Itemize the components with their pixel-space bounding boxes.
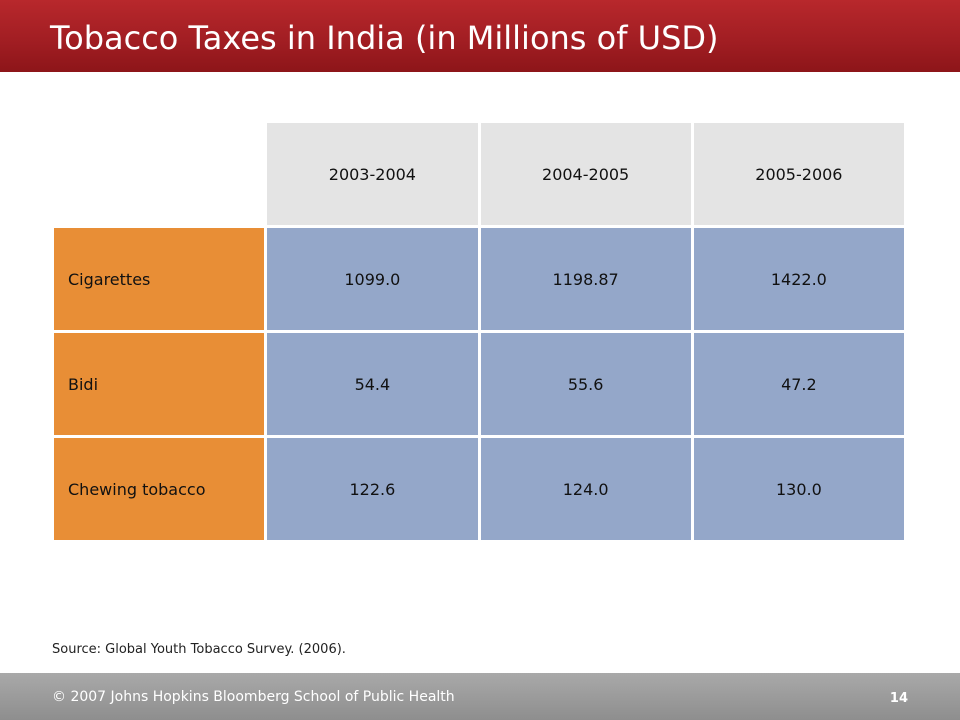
table-cell: 130.0 bbox=[693, 438, 904, 540]
row-label: Bidi bbox=[54, 333, 265, 435]
table-row: Bidi 54.4 55.6 47.2 bbox=[54, 333, 904, 435]
table-header-row: 2003-2004 2004-2005 2005-2006 bbox=[54, 123, 904, 225]
table-cell: 122.6 bbox=[267, 438, 478, 540]
row-label: Chewing tobacco bbox=[54, 438, 265, 540]
page-number: 14 bbox=[889, 691, 908, 706]
table-cell: 1099.0 bbox=[267, 228, 478, 330]
column-header: 2004-2005 bbox=[480, 123, 691, 225]
footer-bar: © 2007 Johns Hopkins Bloomberg School of… bbox=[0, 673, 960, 720]
table-row: Cigarettes 1099.0 1198.87 1422.0 bbox=[54, 228, 904, 330]
table-cell: 55.6 bbox=[480, 333, 691, 435]
copyright-text: © 2007 Johns Hopkins Bloomberg School of… bbox=[52, 689, 455, 705]
table-cell: 1422.0 bbox=[693, 228, 904, 330]
source-citation: Source: Global Youth Tobacco Survey. (20… bbox=[52, 642, 346, 657]
title-bar: Tobacco Taxes in India (in Millions of U… bbox=[0, 0, 960, 72]
table-cell: 47.2 bbox=[693, 333, 904, 435]
table-cell: 1198.87 bbox=[480, 228, 691, 330]
column-header: 2005-2006 bbox=[693, 123, 904, 225]
slide-title: Tobacco Taxes in India (in Millions of U… bbox=[50, 19, 719, 57]
table-row: Chewing tobacco 122.6 124.0 130.0 bbox=[54, 438, 904, 540]
table-corner bbox=[54, 123, 264, 225]
row-label: Cigarettes bbox=[54, 228, 265, 330]
table-cell: 54.4 bbox=[267, 333, 478, 435]
tax-table-container: 2003-2004 2004-2005 2005-2006 Cigarettes… bbox=[51, 120, 907, 543]
column-header: 2003-2004 bbox=[267, 123, 478, 225]
table-cell: 124.0 bbox=[480, 438, 691, 540]
tax-table: 2003-2004 2004-2005 2005-2006 Cigarettes… bbox=[51, 120, 907, 543]
